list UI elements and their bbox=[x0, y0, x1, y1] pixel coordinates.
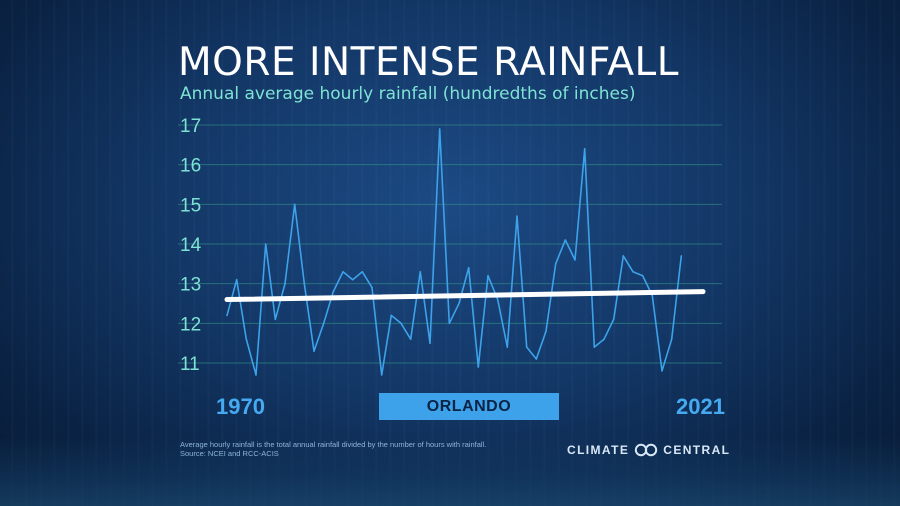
brand-left-word: CLIMATE bbox=[567, 443, 630, 457]
data-point bbox=[545, 330, 547, 333]
data-point bbox=[651, 294, 654, 297]
data-point bbox=[641, 274, 644, 277]
footnote-definition: Average hourly rainfall is the total ann… bbox=[180, 440, 487, 449]
x-axis-start-year: 1970 bbox=[216, 394, 265, 419]
y-tick-label: 14 bbox=[180, 235, 202, 256]
data-point bbox=[554, 263, 557, 265]
data-point bbox=[293, 203, 296, 206]
data-point bbox=[583, 148, 586, 150]
data-point bbox=[274, 318, 277, 321]
city-label: ORLANDO bbox=[379, 393, 559, 420]
data-point bbox=[390, 314, 393, 317]
data-point bbox=[284, 282, 286, 285]
water-floor bbox=[0, 436, 900, 506]
data-point bbox=[448, 322, 451, 325]
rainfall-series-line bbox=[226, 128, 683, 376]
data-point bbox=[506, 346, 509, 348]
data-point bbox=[670, 338, 673, 341]
data-point bbox=[245, 338, 248, 341]
climate-central-brand: CLIMATE CENTRAL bbox=[567, 443, 730, 457]
data-point bbox=[564, 239, 567, 241]
data-point bbox=[313, 350, 315, 352]
data-point bbox=[467, 267, 470, 269]
data-point bbox=[226, 314, 228, 317]
data-point bbox=[487, 274, 489, 277]
data-point bbox=[632, 270, 634, 273]
data-point bbox=[516, 215, 518, 218]
y-tick-label: 17 bbox=[180, 116, 201, 137]
data-point bbox=[264, 243, 267, 245]
data-point bbox=[361, 270, 364, 273]
data-point bbox=[303, 282, 306, 285]
y-tick-label: 16 bbox=[180, 156, 201, 177]
data-point bbox=[322, 322, 325, 325]
data-point bbox=[496, 298, 499, 301]
y-tick-label: 15 bbox=[180, 195, 201, 216]
y-tick-label: 13 bbox=[180, 275, 201, 296]
data-point bbox=[332, 290, 335, 293]
data-point bbox=[380, 374, 383, 376]
trend-line bbox=[224, 289, 706, 303]
data-point bbox=[371, 286, 373, 289]
data-point bbox=[680, 255, 683, 257]
data-point bbox=[661, 370, 663, 372]
data-point bbox=[400, 322, 402, 325]
footnote-source: Source: NCEI and RCC-ACIS bbox=[180, 449, 279, 458]
data-point bbox=[603, 338, 605, 341]
data-point bbox=[622, 255, 625, 257]
data-point bbox=[255, 374, 257, 376]
data-point bbox=[235, 278, 238, 281]
data-point bbox=[535, 358, 538, 360]
data-point bbox=[429, 342, 431, 344]
data-point bbox=[574, 259, 576, 261]
data-point bbox=[593, 346, 596, 348]
data-point bbox=[612, 318, 615, 321]
chart-title: MORE INTENSE RAINFALL bbox=[178, 40, 679, 85]
climate-central-logo-icon bbox=[635, 443, 658, 457]
data-point bbox=[342, 270, 344, 273]
data-point bbox=[351, 278, 354, 281]
data-point bbox=[409, 338, 412, 341]
data-point bbox=[525, 346, 528, 348]
data-point bbox=[419, 270, 422, 273]
y-tick-label: 11 bbox=[180, 354, 200, 375]
data-point bbox=[477, 366, 480, 368]
data-point bbox=[438, 128, 441, 130]
x-axis-end-year: 2021 bbox=[676, 394, 725, 419]
brand-right-word: CENTRAL bbox=[663, 443, 731, 457]
data-point bbox=[458, 302, 460, 305]
chart-subtitle: Annual average hourly rainfall (hundredt… bbox=[180, 84, 636, 104]
y-tick-label: 12 bbox=[180, 314, 201, 335]
